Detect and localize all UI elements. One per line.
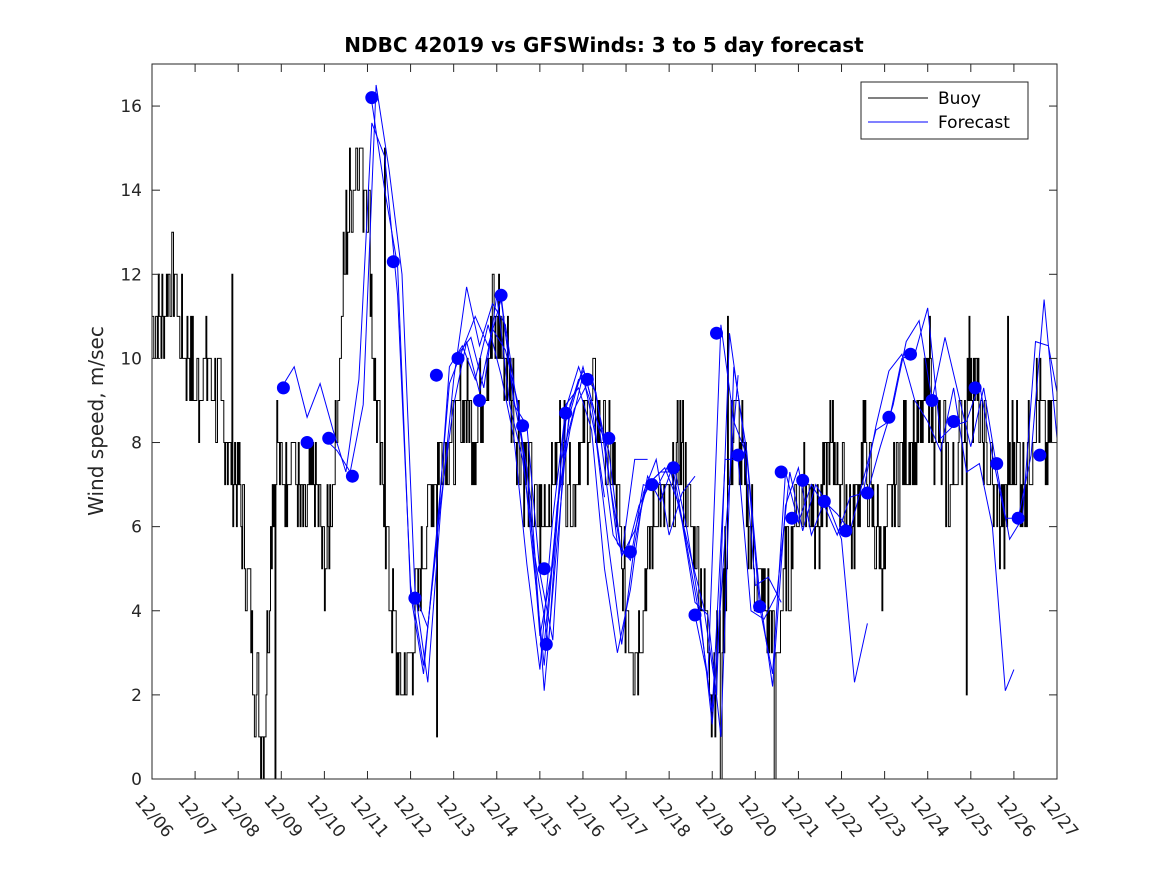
forecast-marker — [386, 255, 400, 269]
forecast-marker — [516, 419, 530, 433]
forecast-marker — [645, 478, 659, 492]
forecast-run-10 — [866, 319, 1058, 541]
forecast-marker — [602, 431, 616, 445]
forecast-marker — [796, 473, 810, 487]
forecast-marker — [322, 431, 336, 445]
forecast-marker — [990, 457, 1004, 471]
forecast-run-4 — [414, 327, 739, 725]
forecast-marker — [785, 511, 799, 525]
forecast-marker — [559, 406, 573, 420]
forecast-marker — [904, 347, 917, 361]
y-tick-label: 16 — [120, 97, 142, 117]
y-axis-ticks: 0 2 4 6 8 10 12 14 16 — [120, 97, 1057, 790]
forecast-marker — [429, 368, 443, 382]
forecast-marker — [580, 372, 594, 386]
legend: Buoy Forecast — [860, 81, 1029, 140]
forecast-marker — [494, 288, 508, 302]
y-tick-label: 10 — [120, 349, 142, 369]
y-tick-label: 6 — [131, 518, 142, 538]
plot-frame — [151, 63, 1058, 780]
forecast-marker — [667, 461, 680, 475]
forecast-marker — [1011, 511, 1025, 525]
forecast-marker — [300, 436, 314, 449]
forecast-marker — [817, 494, 831, 508]
y-axis-label: Wind speed, m/sec — [84, 326, 108, 516]
forecast-marker — [539, 637, 553, 651]
forecast-marker — [345, 469, 359, 483]
forecast-marker — [753, 600, 767, 614]
legend-forecast-label: Forecast — [938, 113, 1010, 133]
y-tick-label: 0 — [131, 770, 142, 790]
forecast-run-8 — [694, 324, 1015, 691]
forecast-marker — [451, 351, 465, 365]
forecast-run-6 — [500, 295, 825, 737]
legend-buoy-label: Buoy — [938, 89, 981, 109]
forecast-marker — [688, 608, 702, 622]
forecast-marker — [774, 465, 788, 479]
forecast-marker — [623, 545, 637, 559]
forecast-marker — [408, 591, 422, 605]
forecast-marker — [1033, 448, 1047, 462]
forecast-marker — [925, 394, 939, 407]
forecast-marker — [968, 381, 982, 395]
forecast-marker — [710, 326, 723, 340]
forecast-run-2 — [324, 84, 648, 691]
forecast-marker — [839, 524, 853, 538]
forecast-marker — [947, 415, 961, 428]
forecast-marker — [473, 394, 486, 407]
y-tick-label: 2 — [131, 686, 142, 706]
chart-title: NDBC 42019 vs GFSWinds: 3 to 5 day forec… — [344, 33, 864, 57]
forecast-marker — [882, 410, 896, 424]
y-tick-label: 8 — [131, 434, 142, 454]
legend-box — [860, 81, 1029, 140]
forecast-series — [280, 84, 1058, 737]
forecast-marker — [276, 381, 290, 395]
y-tick-label: 12 — [120, 265, 142, 285]
forecast-markers — [276, 91, 1047, 651]
forecast-marker — [365, 91, 379, 105]
forecast-marker — [731, 448, 745, 462]
forecast-marker — [860, 486, 874, 500]
y-tick-label: 4 — [131, 602, 142, 622]
forecast-run-7 — [543, 364, 868, 712]
forecast-marker — [537, 562, 551, 576]
y-tick-label: 14 — [120, 181, 142, 201]
